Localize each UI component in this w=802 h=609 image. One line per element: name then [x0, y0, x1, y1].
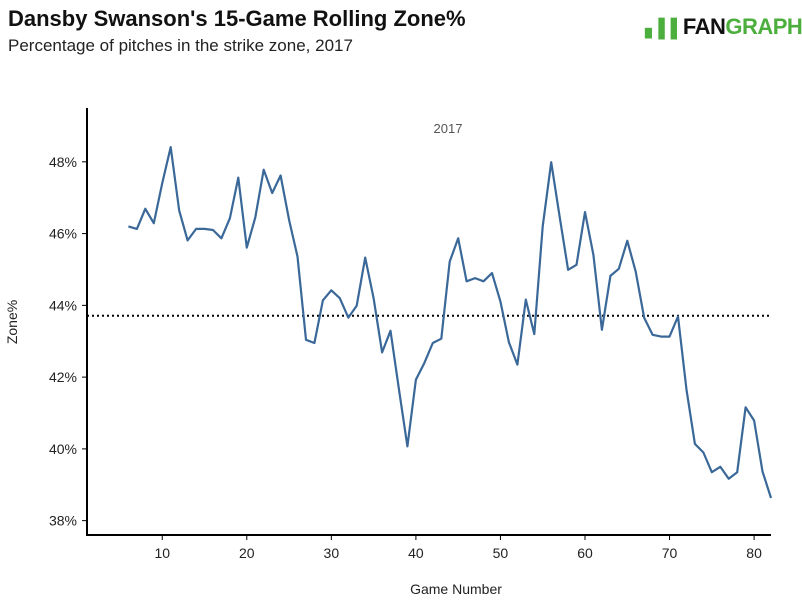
x-tick-label: 70 [662, 545, 678, 561]
x-tick-label: 20 [239, 545, 255, 561]
logo-bars-icon: ▖▌▌ [645, 18, 683, 38]
y-tick-label: 38% [49, 513, 77, 529]
y-tick-label: 42% [49, 369, 77, 385]
y-axis-label: Zone% [4, 300, 20, 344]
chart-subtitle: Percentage of pitches in the strike zone… [8, 36, 353, 55]
logo-text-fan: FAN [682, 14, 726, 39]
series-line [128, 146, 773, 499]
annotation-year: 2017 [434, 121, 463, 136]
chart-title: Dansby Swanson's 15-Game Rolling Zone% [8, 6, 466, 31]
y-tick-label: 44% [49, 297, 77, 313]
y-tick-label: 46% [49, 226, 77, 242]
x-tick-label: 60 [577, 545, 593, 561]
y-tick-label: 40% [49, 441, 77, 457]
x-tick-label: 30 [324, 545, 340, 561]
x-tick-label: 10 [154, 545, 170, 561]
logo-text-graphs: GRAPHS [725, 14, 802, 39]
x-tick-label: 80 [746, 545, 762, 561]
fangraphs-logo: ▖▌▌FANGRAPHS [645, 14, 802, 40]
x-tick-label: 50 [493, 545, 509, 561]
x-axis-label: Game Number [410, 581, 502, 597]
y-tick-label: 48% [49, 154, 77, 170]
x-tick-label: 40 [408, 545, 424, 561]
